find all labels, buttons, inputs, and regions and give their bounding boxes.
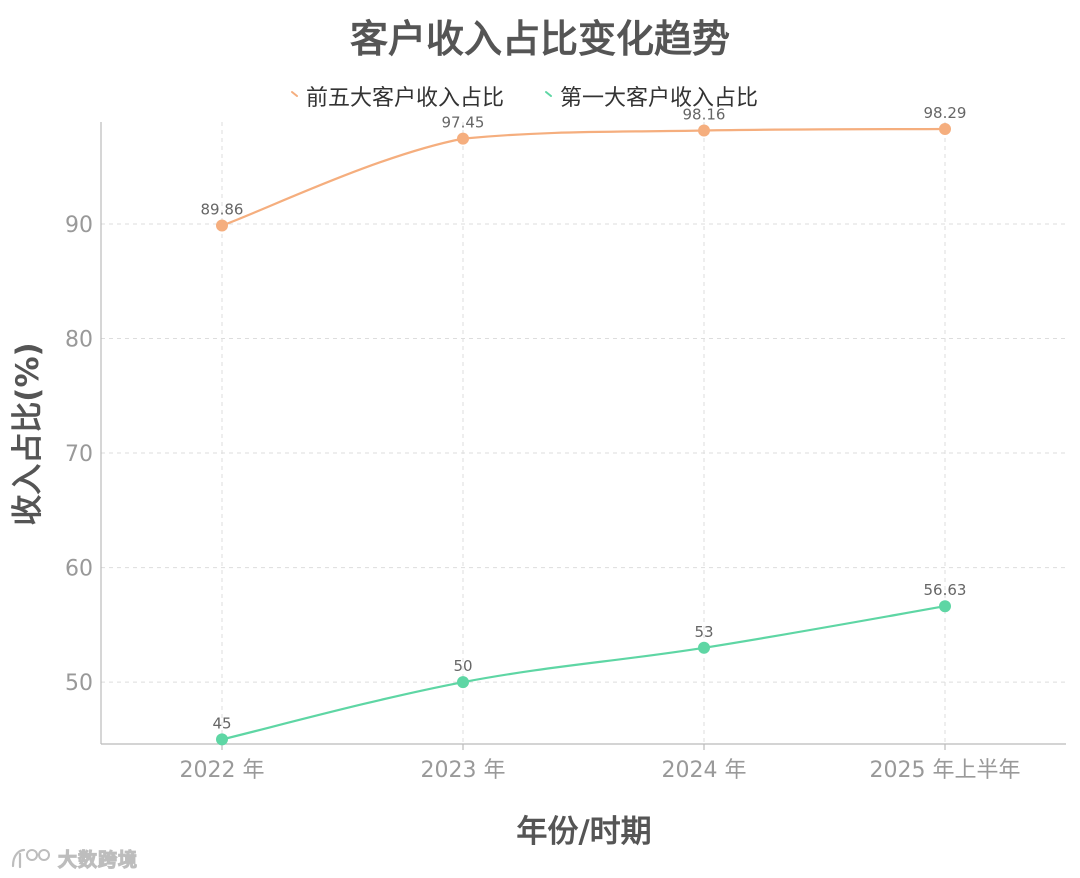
series-line-1 — [221, 127, 946, 227]
series-line-2 — [221, 605, 946, 741]
legend-swatch — [545, 91, 552, 97]
grid — [101, 122, 1066, 744]
data-label: 45 — [212, 714, 231, 732]
y-tick-label: 50 — [65, 671, 93, 696]
y-axis-ticks: 50 60 70 80 90 — [65, 213, 93, 696]
x-tick-label: 2022 年 — [180, 758, 265, 783]
y-axis-title: 收入占比(%) — [10, 342, 46, 525]
x-tick-label: 2023 年 — [421, 758, 506, 783]
legend-swatch — [291, 91, 298, 97]
series-layer — [216, 122, 951, 746]
x-axis-ticks: 2022 年 2023 年 2024 年 2025 年上半年 — [180, 758, 1021, 783]
data-point[interactable] — [939, 600, 951, 613]
data-point[interactable] — [939, 122, 951, 135]
brand-logo-icon — [11, 848, 50, 869]
data-point[interactable] — [216, 733, 228, 746]
data-point[interactable] — [457, 676, 469, 689]
data-point[interactable] — [457, 132, 469, 145]
legend-label: 前五大客户收入占比 — [306, 86, 504, 111]
legend-item-2[interactable]: 第一大客户收入占比 — [545, 86, 758, 111]
data-label: 89.86 — [201, 201, 244, 219]
axes — [100, 122, 1066, 750]
chart-title: 客户收入占比变化趋势 — [350, 17, 730, 61]
data-label: 98.29 — [924, 104, 967, 122]
x-tick-label: 2025 年上半年 — [870, 758, 1021, 783]
y-tick-label: 80 — [65, 327, 93, 352]
legend: 前五大客户收入占比 第一大客户收入占比 — [291, 86, 758, 111]
y-tick-label: 90 — [65, 213, 93, 238]
x-tick-label: 2024 年 — [662, 758, 747, 783]
y-tick-label: 70 — [65, 442, 93, 467]
data-label: 97.45 — [442, 114, 485, 132]
watermark-text: 大数跨境 — [57, 848, 139, 871]
watermark: 大数跨境 — [10, 843, 138, 873]
legend-item-1[interactable]: 前五大客户收入占比 — [291, 86, 504, 111]
y-tick-label: 60 — [65, 557, 93, 582]
data-labels: 89.86 97.45 98.16 98.29 45 50 53 56.63 — [201, 104, 967, 732]
legend-label: 第一大客户收入占比 — [560, 86, 758, 111]
data-point[interactable] — [698, 124, 710, 137]
data-label: 56.63 — [924, 581, 967, 599]
data-point[interactable] — [698, 641, 710, 654]
data-point[interactable] — [216, 219, 228, 232]
data-label: 50 — [453, 657, 472, 675]
data-label: 53 — [694, 623, 713, 641]
x-axis-title: 年份/时期 — [516, 814, 651, 850]
data-label: 98.16 — [683, 105, 726, 123]
